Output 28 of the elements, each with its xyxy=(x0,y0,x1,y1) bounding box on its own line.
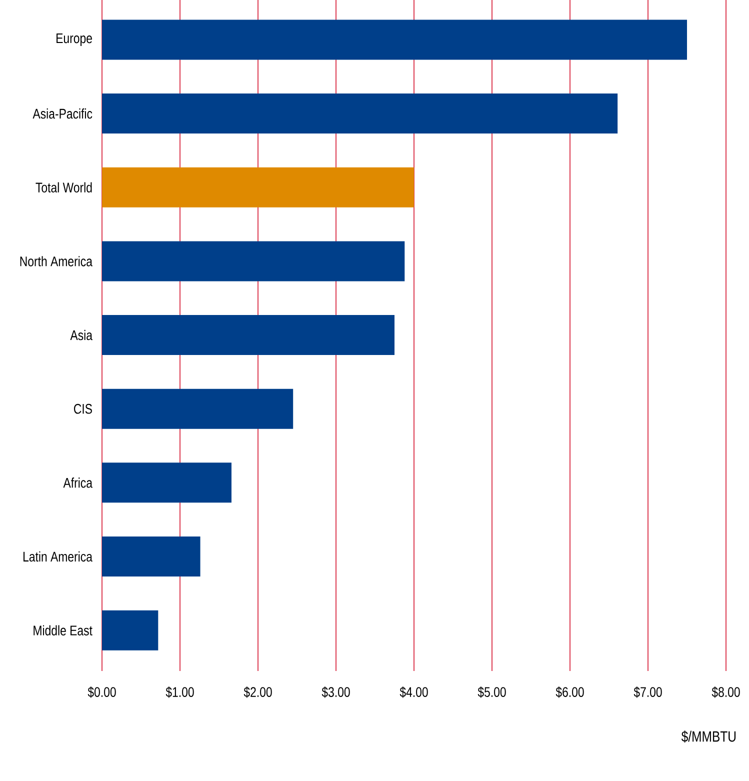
bar xyxy=(102,315,394,356)
bar xyxy=(102,462,232,503)
bar xyxy=(102,167,414,208)
x-tick-label: $1.00 xyxy=(166,686,194,698)
x-tick-label: $6.00 xyxy=(556,686,584,698)
x-tick-label: $8.00 xyxy=(712,686,740,698)
bar xyxy=(102,241,405,282)
y-tick-label: Asia xyxy=(70,330,92,340)
x-tick-label: $5.00 xyxy=(478,686,506,698)
y-tick-label: Asia-Pacific xyxy=(32,108,92,119)
bar xyxy=(102,388,294,429)
y-tick-label: Europe xyxy=(56,33,92,46)
bar xyxy=(102,610,158,650)
y-tick-label: Total World xyxy=(36,182,92,192)
x-tick-label: $4.00 xyxy=(400,686,428,698)
x-tick-label: $3.00 xyxy=(322,686,350,698)
bar xyxy=(102,536,200,576)
x-tick-label: $2.00 xyxy=(244,686,272,698)
y-tick-label: Middle East xyxy=(34,625,92,636)
x-axis-title: $/MMBTU xyxy=(681,730,736,743)
y-tick-label: North America xyxy=(20,256,92,266)
x-tick-label: $7.00 xyxy=(634,686,662,698)
y-tick-label: Africa xyxy=(63,478,92,488)
bar xyxy=(102,94,618,134)
y-tick-label: CIS xyxy=(74,404,92,414)
x-tick-label: $0.00 xyxy=(88,686,116,698)
y-tick-label: Latin America xyxy=(23,551,92,562)
bar xyxy=(102,20,687,60)
